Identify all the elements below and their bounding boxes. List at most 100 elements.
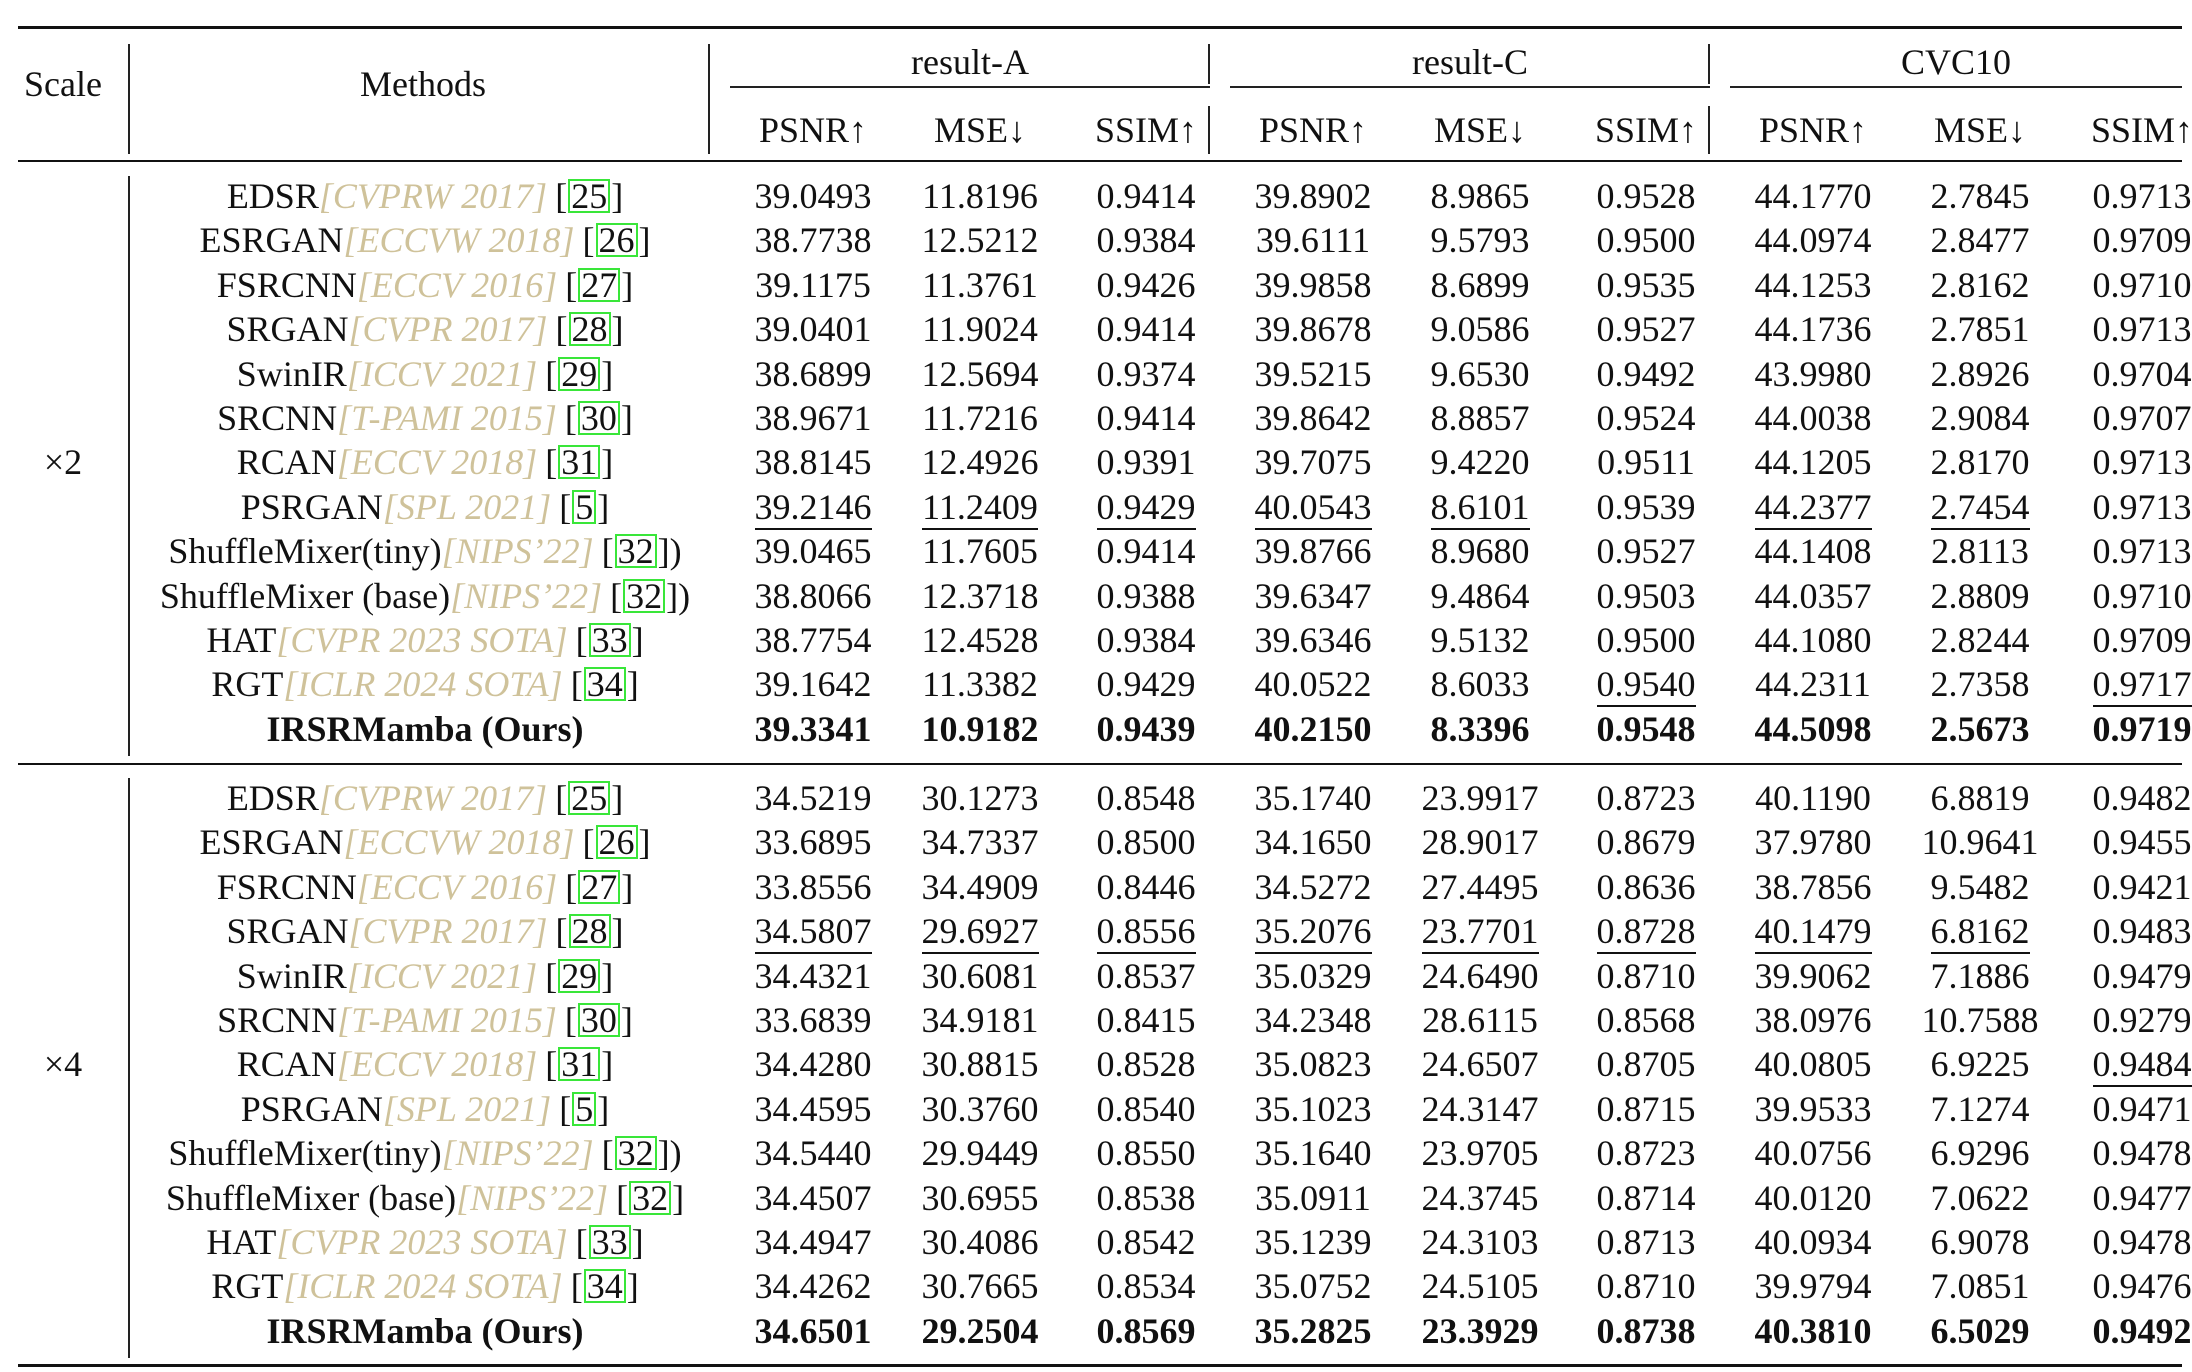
value-text: 0.9384 <box>1096 620 1196 660</box>
citation-ref[interactable]: 34 <box>583 666 626 702</box>
value-cell: 0.9710 <box>2067 263 2192 307</box>
ref-close: ]) <box>657 531 682 572</box>
citation-ref[interactable]: 26 <box>595 824 638 860</box>
method-name: SRGAN <box>226 911 349 952</box>
citation-ref[interactable]: 28 <box>568 913 611 949</box>
value-cell: 10.7588 <box>1905 998 2055 1042</box>
value-cell: 34.6501 <box>738 1309 888 1353</box>
value-cell: 0.9500 <box>1571 618 1721 662</box>
value-text: 0.9500 <box>1596 220 1696 261</box>
value-text: 39.9794 <box>1754 1266 1872 1307</box>
citation-ref[interactable]: 31 <box>558 444 601 480</box>
value-cell: 35.1023 <box>1238 1087 1388 1131</box>
value-cell: 23.3929 <box>1405 1309 1555 1353</box>
citation-ref[interactable]: 28 <box>568 311 611 347</box>
method-venue: [ECCVW 2018] <box>343 822 575 863</box>
value-text: 0.9709 <box>2092 620 2192 660</box>
value-cell: 0.8738 <box>1571 1309 1721 1353</box>
value-text: 2.8809 <box>1930 575 2030 616</box>
citation-ref[interactable]: 34 <box>583 1268 626 1304</box>
citation-ref[interactable]: 32 <box>623 578 666 614</box>
value-text: 8.9865 <box>1430 176 1530 216</box>
citation-ref[interactable]: 26 <box>595 222 638 258</box>
method-venue: [NIPS’22] <box>450 575 603 616</box>
group-header-result-c: result-C <box>1412 42 1528 82</box>
value-text: 23.7701 <box>1421 911 1539 955</box>
value-cell: 38.0976 <box>1738 998 1888 1042</box>
value-text: 6.9225 <box>1930 1044 2030 1085</box>
method-venue: [ECCV 2016] <box>356 866 558 907</box>
value-cell: 39.9533 <box>1738 1087 1888 1131</box>
method-name: ESRGAN <box>199 822 344 863</box>
value-cell: 12.3718 <box>905 574 1055 618</box>
value-text: 2.8926 <box>1930 353 2030 394</box>
method-cell: FSRCNN[ECCV 2016][27] <box>118 865 732 909</box>
value-cell: 0.9478 <box>2067 1220 2192 1264</box>
method-cell: ShuffleMixer (base)[NIPS’22][32] <box>118 1176 732 1220</box>
value-cell: 44.0357 <box>1738 574 1888 618</box>
value-cell: 44.1408 <box>1738 529 1888 573</box>
value-text: 40.0805 <box>1754 1044 1872 1085</box>
value-cell: 9.0586 <box>1405 307 1555 351</box>
citation-ref[interactable]: 27 <box>578 869 621 905</box>
ref-close: ]) <box>666 575 691 616</box>
citation-ref[interactable]: 29 <box>558 356 601 392</box>
value-text: 23.9705 <box>1421 1133 1539 1174</box>
value-cell: 40.1190 <box>1738 776 1888 820</box>
value-text: 33.6895 <box>754 822 872 863</box>
value-text: 0.9713 <box>2092 176 2192 216</box>
citation-ref[interactable]: 33 <box>588 622 631 658</box>
citation-ref[interactable]: 32 <box>629 1180 672 1216</box>
method-name: SRCNN <box>217 398 338 438</box>
method-name: RGT <box>211 1266 284 1307</box>
citation-ref[interactable]: 29 <box>558 958 601 994</box>
value-cell: 9.6530 <box>1405 352 1555 396</box>
value-text: 0.8568 <box>1596 1000 1696 1040</box>
method-cell: ShuffleMixer(tiny)[NIPS’22][32]) <box>118 1131 732 1175</box>
value-text: 34.1650 <box>1254 822 1372 863</box>
value-text: 2.7358 <box>1930 664 2030 705</box>
value-text: 24.3147 <box>1421 1088 1539 1129</box>
value-cell: 2.8113 <box>1905 529 2055 573</box>
value-cell: 8.3396 <box>1405 707 1555 751</box>
ref-close: ] <box>597 1088 610 1129</box>
method-venue: [ICCV 2021] <box>346 955 538 996</box>
value-cell: 0.9477 <box>2067 1176 2192 1220</box>
value-text: 2.8244 <box>1930 620 2030 660</box>
value-cell: 2.8926 <box>1905 352 2055 396</box>
value-text: 0.9414 <box>1096 398 1196 438</box>
value-cell: 0.9426 <box>1071 263 1221 307</box>
value-cell: 0.8500 <box>1071 820 1221 864</box>
value-cell: 0.8710 <box>1571 954 1721 998</box>
value-text: 0.9478 <box>2092 1222 2192 1262</box>
citation-ref[interactable]: 32 <box>614 533 657 569</box>
citation-ref[interactable]: 33 <box>588 1224 631 1260</box>
value-text: 8.8857 <box>1430 398 1530 438</box>
method-venue: [T-PAMI 2015] <box>337 1000 557 1040</box>
citation-ref[interactable]: 30 <box>577 400 620 436</box>
citation-ref[interactable]: 30 <box>577 1002 620 1038</box>
value-cell: 7.0851 <box>1905 1264 2055 1308</box>
value-cell: 2.8244 <box>1905 618 2055 662</box>
citation-ref[interactable]: 25 <box>568 178 611 214</box>
method-venue: [CVPRW 2017] <box>318 176 548 216</box>
citation-ref[interactable]: 5 <box>572 1091 597 1127</box>
citation-ref[interactable]: 32 <box>614 1135 657 1171</box>
value-text: 0.9511 <box>1597 442 1695 483</box>
citation-ref[interactable]: 31 <box>558 1046 601 1082</box>
value-cell: 35.1640 <box>1238 1131 1388 1175</box>
value-cell: 40.0120 <box>1738 1176 1888 1220</box>
value-cell: 0.9471 <box>2067 1087 2192 1131</box>
citation-ref[interactable]: 27 <box>578 267 621 303</box>
ref-close: ] <box>601 955 614 996</box>
value-text: 44.1080 <box>1754 620 1872 660</box>
value-cell: 2.7851 <box>1905 307 2055 351</box>
value-text: 37.9780 <box>1754 822 1872 863</box>
citation-ref[interactable]: 25 <box>568 780 611 816</box>
value-text: 39.1642 <box>754 664 872 705</box>
value-text: 0.9503 <box>1596 575 1696 616</box>
value-cell: 0.9484 <box>2067 1042 2192 1088</box>
value-cell: 6.8819 <box>1905 776 2055 820</box>
citation-ref[interactable]: 5 <box>572 489 597 525</box>
value-text: 33.8556 <box>754 866 872 907</box>
